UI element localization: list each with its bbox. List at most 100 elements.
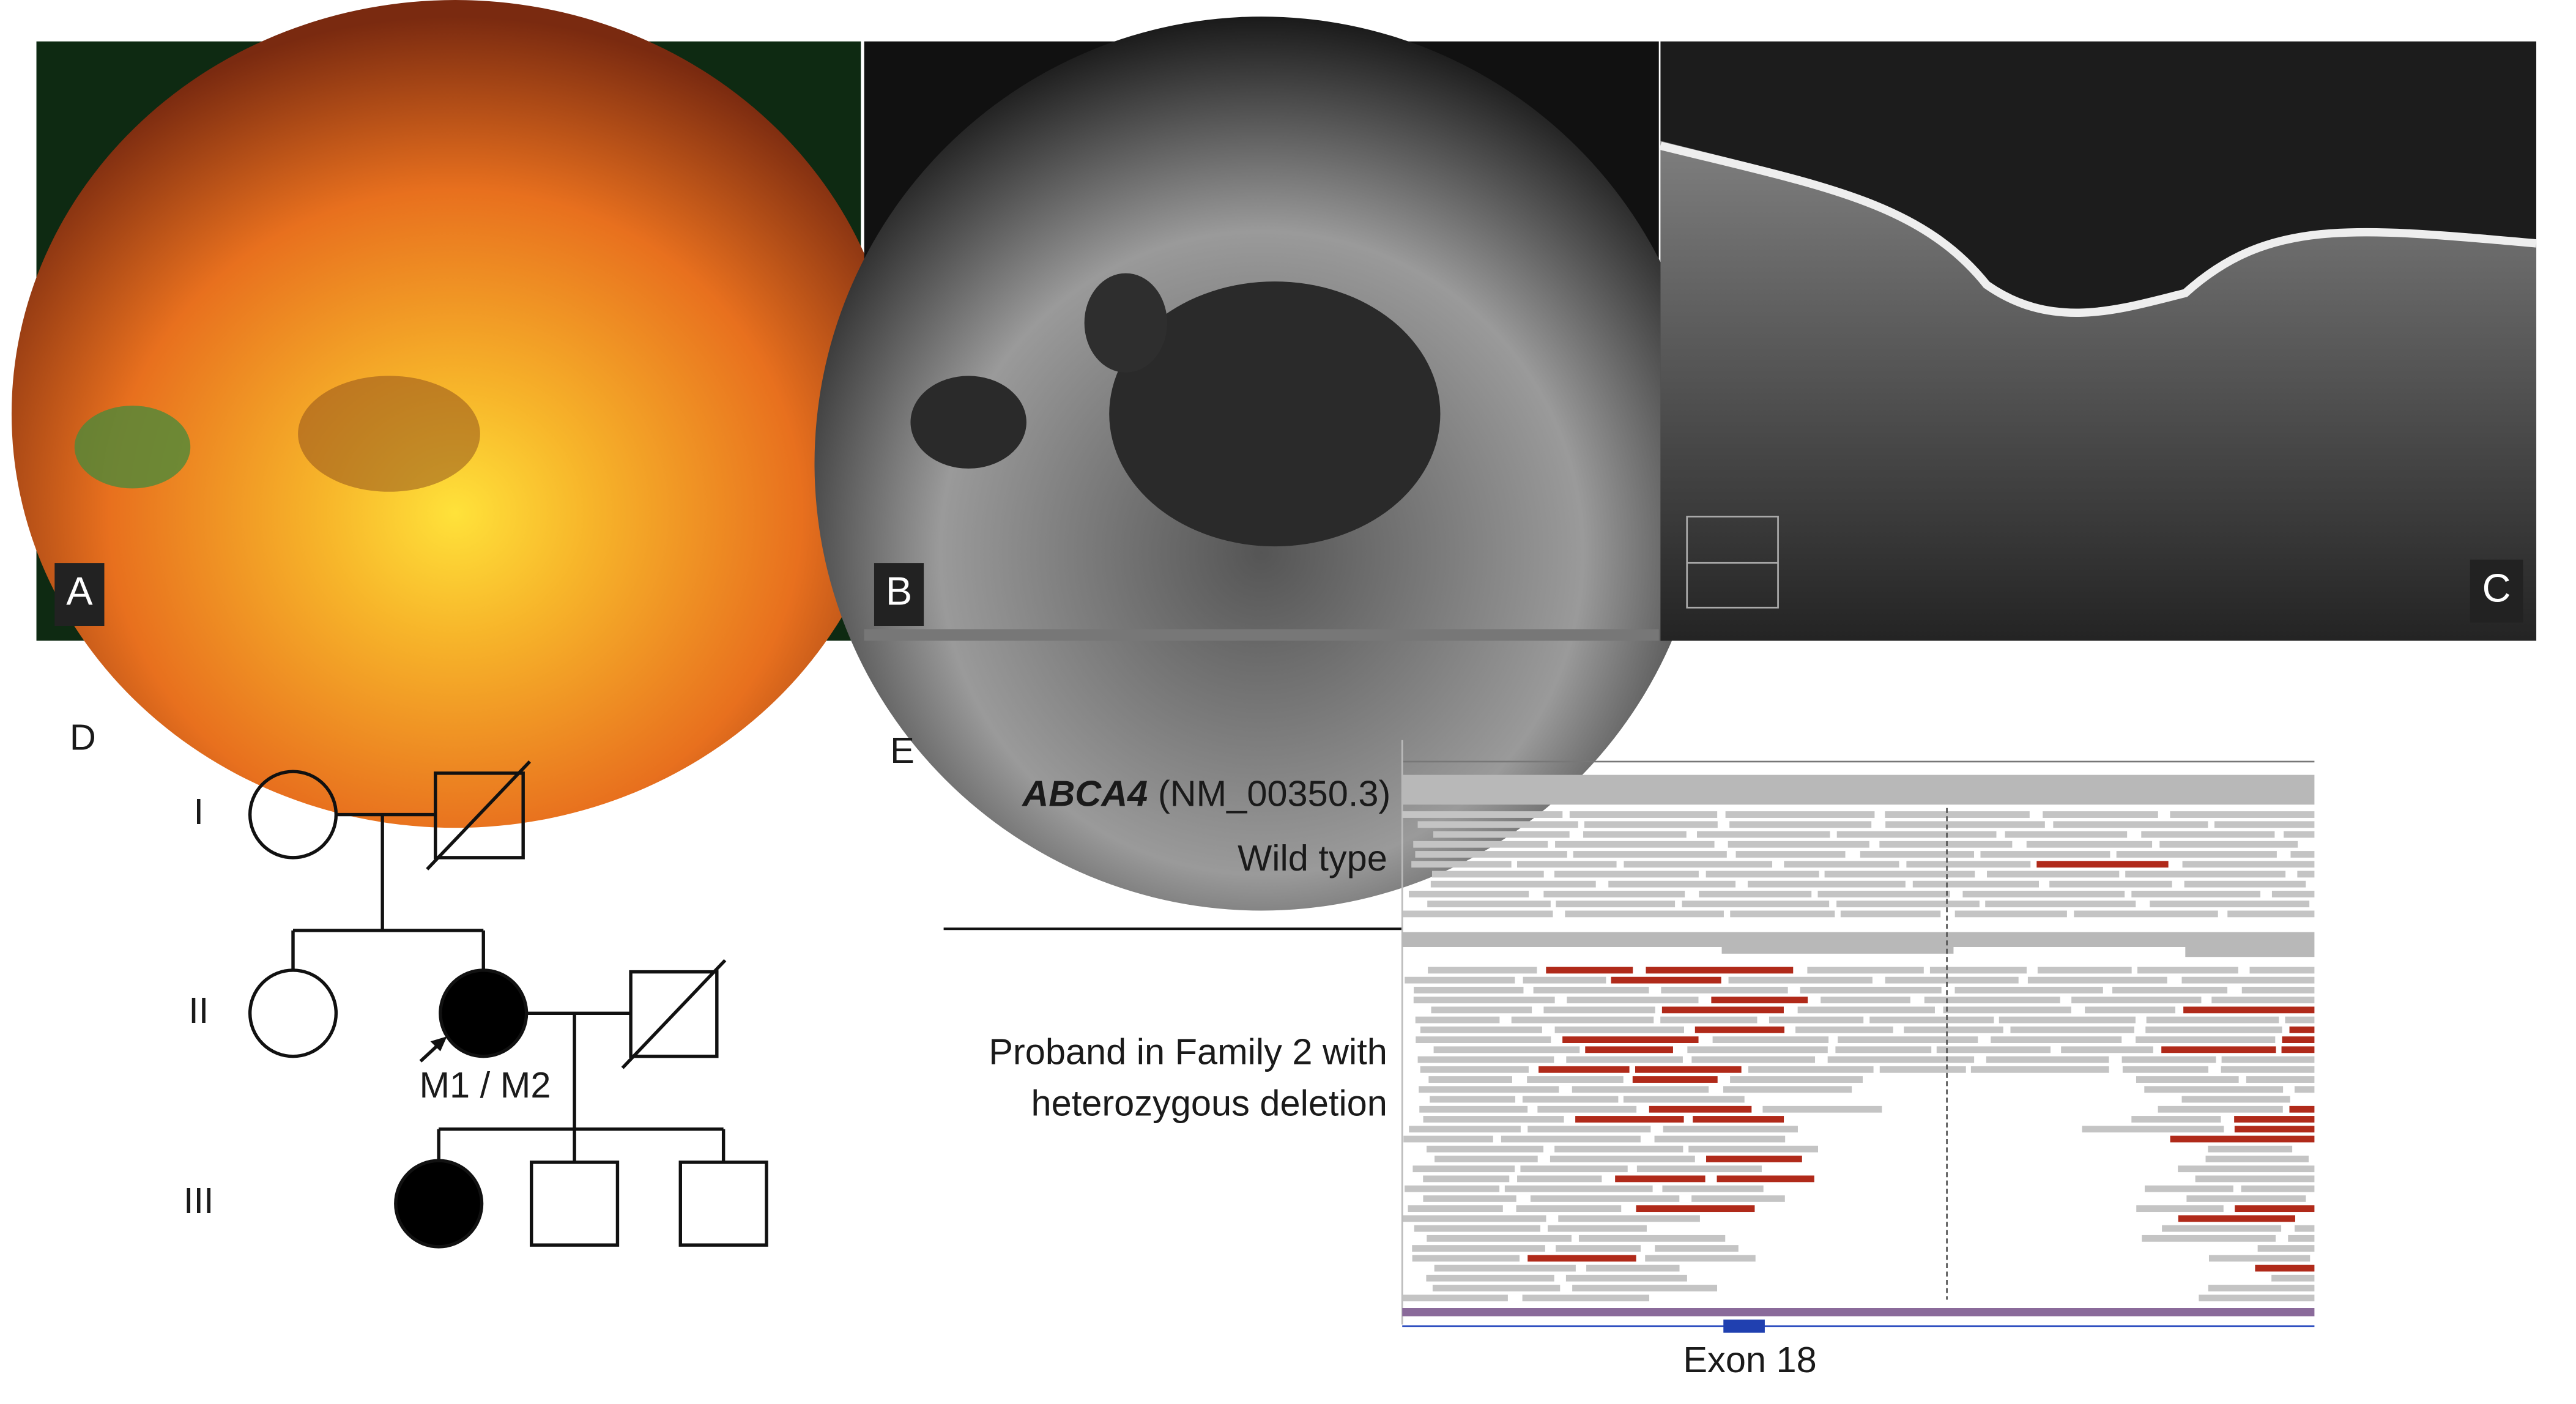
read	[1414, 986, 1524, 994]
read	[1523, 976, 1606, 984]
read	[1408, 1205, 1503, 1213]
read	[2144, 1185, 2233, 1192]
read	[1520, 1165, 1628, 1173]
read	[1762, 1105, 1882, 1113]
read	[2235, 1205, 2315, 1213]
read	[1405, 1185, 1500, 1192]
read	[2145, 1026, 2282, 1033]
proband-label: M1 / M2	[419, 1064, 551, 1105]
read	[1835, 1046, 1932, 1053]
read	[2082, 1126, 2224, 1133]
read	[1565, 1274, 1687, 1282]
read	[2257, 1245, 2315, 1252]
read	[1646, 967, 1794, 974]
read	[1417, 1056, 1554, 1063]
gene-name: ABCA4	[1021, 773, 1148, 814]
read	[1661, 1006, 1784, 1014]
read	[1546, 967, 1633, 974]
read	[1585, 1046, 1673, 1053]
track-label: Wild type	[1238, 838, 1387, 878]
read	[1426, 1274, 1554, 1282]
read	[1836, 901, 1980, 908]
read	[1420, 1026, 1542, 1033]
read	[2294, 1086, 2315, 1093]
read	[1879, 841, 2013, 848]
read	[1691, 1056, 1816, 1063]
read	[2162, 1225, 2282, 1232]
read	[1415, 1016, 1500, 1023]
read	[1554, 871, 1699, 878]
read	[2221, 1066, 2315, 1073]
read	[1728, 841, 1869, 848]
read	[1428, 967, 1537, 974]
read	[2027, 976, 2167, 984]
read	[2146, 1016, 2279, 1023]
read	[1797, 1006, 1935, 1014]
read	[2036, 861, 2169, 868]
read	[1413, 997, 1555, 1004]
read	[1412, 1245, 1545, 1252]
read	[2208, 1255, 2311, 1262]
track-label: heterozygous deletion	[1031, 1083, 1387, 1124]
read	[2053, 821, 2208, 828]
read	[1434, 1265, 1576, 1272]
read	[1645, 1255, 1756, 1262]
read	[2010, 1026, 2134, 1033]
pedigree	[248, 760, 768, 1249]
read	[2141, 831, 2275, 838]
read	[1517, 1175, 1602, 1183]
read	[1423, 1195, 1516, 1202]
read	[1530, 1195, 1680, 1202]
read	[2186, 1195, 2306, 1202]
read	[2043, 811, 2158, 818]
transcript: (NM_00350.3)	[1158, 773, 1390, 814]
read	[1747, 880, 1906, 888]
read	[1784, 861, 1899, 868]
panel-a-image	[11, 0, 899, 828]
read	[1578, 1235, 1726, 1242]
read	[2142, 1235, 2276, 1242]
read	[1655, 1245, 1739, 1252]
read	[1985, 901, 2136, 908]
exon-label: Exon 18	[1683, 1339, 1816, 1380]
read	[1885, 821, 2045, 828]
read	[1615, 1175, 1706, 1183]
read	[1408, 891, 1529, 897]
read	[2246, 1076, 2315, 1083]
read	[1885, 976, 2019, 984]
read	[1706, 1156, 1802, 1162]
panel-label: B	[886, 569, 912, 614]
read	[1943, 1006, 2071, 1014]
label-box	[874, 563, 924, 626]
read	[1430, 1096, 1516, 1103]
read	[2125, 871, 2286, 878]
label-box	[2470, 559, 2523, 623]
read	[1723, 1086, 1852, 1093]
read	[2271, 1274, 2315, 1282]
read	[2281, 1046, 2315, 1053]
read	[1433, 1046, 1580, 1053]
read	[1516, 1205, 1622, 1213]
read	[1415, 851, 1567, 858]
panel-c-image	[1659, 41, 2537, 641]
read	[1405, 976, 1515, 984]
read	[1729, 821, 1872, 828]
read	[2255, 1265, 2315, 1272]
read	[2159, 841, 2298, 848]
read	[2112, 986, 2228, 994]
read	[2284, 831, 2315, 838]
read	[2282, 1036, 2315, 1043]
read	[1717, 1175, 1814, 1183]
read	[1533, 986, 1649, 994]
read	[2241, 986, 2315, 994]
read	[1569, 811, 1718, 818]
read	[1795, 1026, 1893, 1033]
read	[1575, 1116, 1684, 1123]
read	[1522, 1096, 1619, 1103]
read	[1403, 910, 1553, 918]
read	[1427, 901, 1551, 908]
panel-label: A	[66, 569, 93, 614]
read	[1435, 1156, 1538, 1162]
read	[1649, 1105, 1752, 1113]
read	[1661, 986, 1788, 994]
